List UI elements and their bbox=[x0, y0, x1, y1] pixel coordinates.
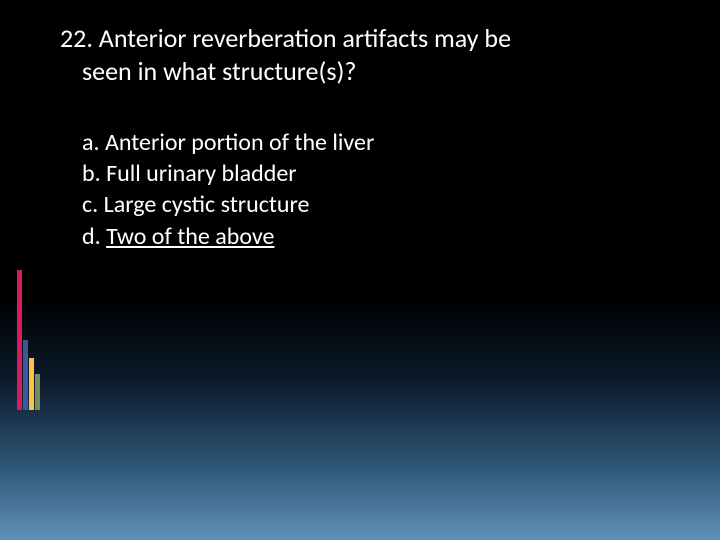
accent-bars bbox=[17, 270, 41, 410]
answer-b: b. Full urinary bladder bbox=[82, 158, 640, 189]
accent-bar-1 bbox=[23, 340, 28, 410]
answer-d-underlined: Two of the above bbox=[106, 222, 274, 251]
answer-d-prefix: d. bbox=[82, 222, 106, 251]
slide-content: 22. Anterior reverberation artifacts may… bbox=[60, 22, 640, 252]
accent-bar-3 bbox=[35, 374, 40, 410]
answer-a: a. Anterior portion of the liver bbox=[82, 127, 640, 158]
answer-d: d. Two of the above bbox=[82, 221, 640, 252]
answer-c: c. Large cystic structure bbox=[82, 189, 640, 220]
accent-bar-2 bbox=[29, 358, 34, 410]
question-line-2: seen in what structure(s)? bbox=[60, 55, 640, 88]
question-line-1: 22. Anterior reverberation artifacts may… bbox=[60, 22, 511, 54]
accent-bar-0 bbox=[17, 270, 22, 410]
question-text: 22. Anterior reverberation artifacts may… bbox=[60, 22, 640, 87]
answer-list: a. Anterior portion of the liver b. Full… bbox=[60, 127, 640, 252]
